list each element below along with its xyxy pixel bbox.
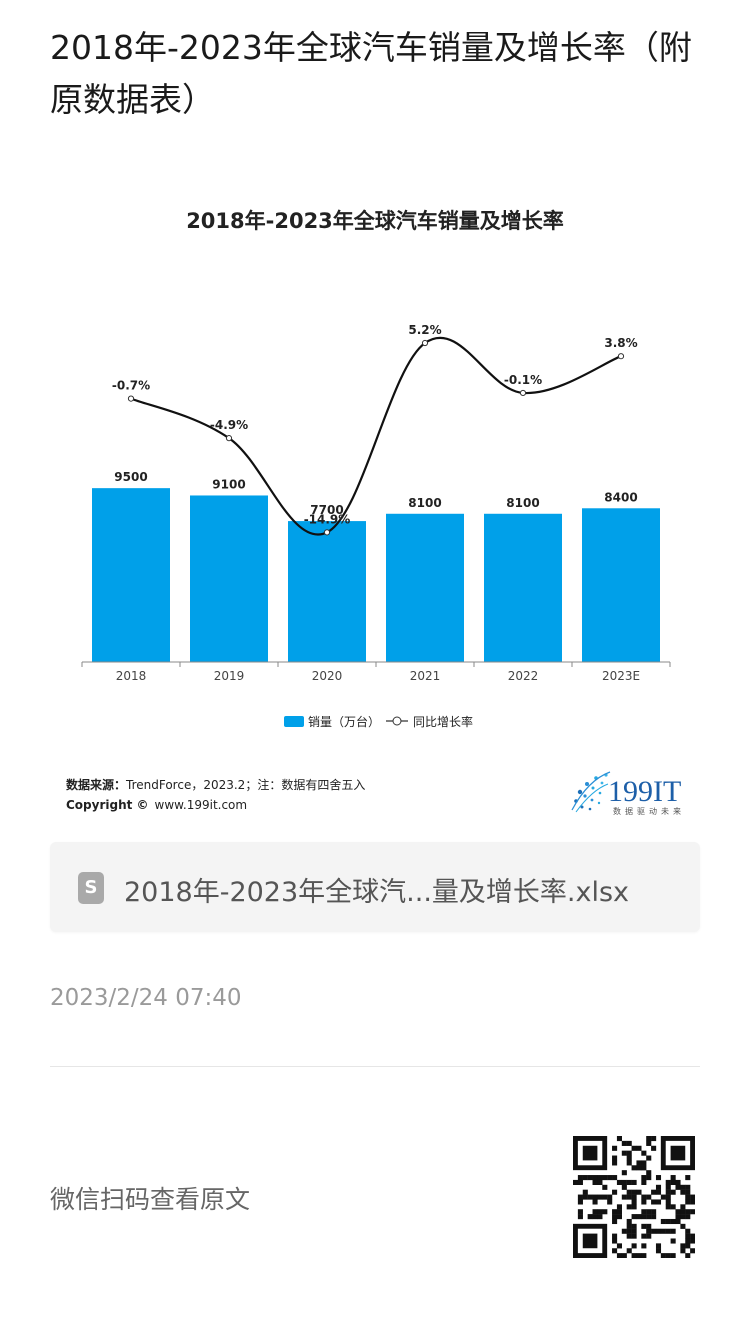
bar-2019 (190, 495, 268, 662)
source-text: TrendForce，2023.2；注：数据有四舍五入 (125, 777, 365, 792)
logo-199it: 199IT 数据驱动未来 (571, 771, 685, 816)
bar-label-2019: 9100 (212, 477, 245, 491)
logo-text: 199IT (608, 775, 681, 808)
bar-label-2020: 7700 (310, 503, 343, 517)
bar-label-2021: 8100 (408, 496, 441, 510)
bars-layer: 9500 9100 7700 8100 8100 8400 (92, 470, 660, 662)
copyright-text: www.199it.com (155, 798, 248, 812)
publish-timestamp: 2023/2/24 07:40 (50, 985, 242, 1011)
qr-code-icon[interactable] (573, 1136, 695, 1258)
footer-source: 数据来源：TrendForce，2023.2；注：数据有四舍五入 Copyrig… (66, 777, 365, 812)
logo-tagline: 数据驱动未来 (613, 806, 685, 816)
bar-2018 (92, 488, 170, 662)
attachment-card[interactable]: S 2018年-2023年全球汽...量及增长率.xlsx (50, 842, 700, 932)
x-axis: 2018 2019 2020 2021 2022 2023E (81, 661, 671, 683)
divider (50, 1066, 700, 1067)
growth-point-2023E (617, 353, 625, 360)
legend-line-label: 同比增长率 (413, 714, 473, 729)
growth-label-2020: -14.9% (304, 512, 351, 526)
growth-label-2022: -0.1% (504, 373, 542, 387)
line-layer: -0.7% -4.9% -14.9% 5.2% -0.1% 3.8% (112, 323, 638, 536)
bar-2020 (288, 521, 366, 662)
page-title: 2018年-2023年全球汽车销量及增长率（附原数据表） (50, 28, 692, 119)
svg-text:Copyright ©www.199it.com: Copyright © www.199it.com (66, 798, 247, 812)
growth-label-2019: -4.9% (210, 418, 248, 432)
growth-label-2021: 5.2% (408, 323, 441, 337)
chart-title: 2018年-2023年全球汽车销量及增长率 (186, 209, 564, 233)
legend-bar-label: 销量（万台） (308, 714, 380, 729)
spreadsheet-icon: S (78, 872, 104, 904)
x-tick-label-2020: 2020 (312, 669, 343, 683)
growth-point-2018 (127, 395, 135, 402)
chart: 2018年-2023年全球汽车销量及增长率 9500 9100 7700 8100 81… (66, 209, 685, 816)
bar-label-2023E: 8400 (604, 490, 637, 504)
x-tick-label-2023E: 2023E (602, 669, 640, 683)
qr-hint-text: 微信扫码查看原文 (50, 1185, 251, 1214)
spreadsheet-icon-letter: S (84, 877, 98, 898)
legend: 销量（万台） 同比增长率 (284, 714, 473, 729)
x-tick-label-2022: 2022 (508, 669, 539, 683)
copyright-label: Copyright © (66, 798, 149, 812)
growth-point-2020 (323, 529, 331, 536)
svg-text:数据来源：TrendForce，2023.2；注：数据有四舍: 数据来源：TrendForce，2023.2；注：数据有四舍五入 (66, 777, 365, 792)
growth-point-2021 (421, 339, 429, 347)
growth-point-2022 (519, 389, 527, 397)
growth-point-2019 (225, 435, 233, 442)
x-tick-label-2021: 2021 (410, 669, 441, 683)
bar-label-2018: 9500 (114, 470, 147, 484)
bar-2021 (386, 513, 464, 662)
x-tick-label-2018: 2018 (116, 669, 147, 683)
growth-label-2018: -0.7% (112, 379, 150, 393)
bar-label-2022: 8100 (506, 496, 539, 510)
source-label: 数据来源： (66, 777, 126, 792)
bar-2023E (582, 508, 660, 662)
attachment-filename[interactable]: 2018年-2023年全球汽...量及增长率.xlsx (124, 877, 630, 908)
legend-line-marker (392, 716, 402, 726)
legend-bar-swatch (284, 716, 304, 727)
growth-label-2023E: 3.8% (604, 336, 637, 350)
bar-2022 (484, 513, 562, 662)
logo-mark (571, 771, 611, 813)
chart-card: 2018年-2023年全球汽车销量及增长率 9500 9100 7700 8100 81… (40, 180, 720, 830)
x-tick-label-2019: 2019 (214, 669, 245, 683)
